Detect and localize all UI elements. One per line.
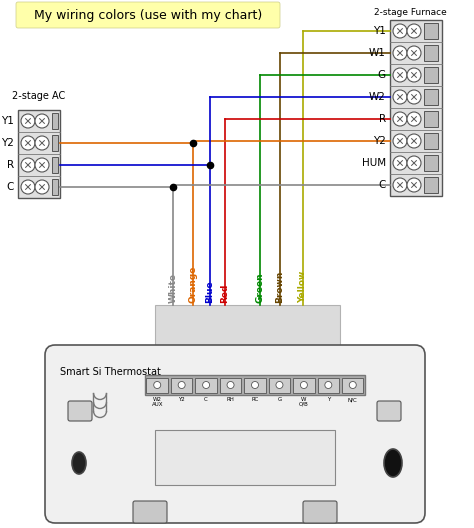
Text: Y2: Y2 bbox=[1, 138, 14, 148]
Bar bbox=[195, 378, 217, 392]
Circle shape bbox=[21, 158, 35, 172]
Bar bbox=[18, 110, 60, 198]
Circle shape bbox=[178, 382, 185, 389]
Bar bbox=[318, 378, 339, 392]
Circle shape bbox=[252, 382, 258, 389]
Bar bbox=[424, 133, 438, 149]
Circle shape bbox=[202, 382, 210, 389]
Text: Y1: Y1 bbox=[373, 26, 386, 36]
Text: W
O/B: W O/B bbox=[299, 397, 309, 407]
Text: R: R bbox=[7, 160, 14, 170]
Circle shape bbox=[393, 24, 407, 38]
Ellipse shape bbox=[72, 452, 86, 474]
Text: RC: RC bbox=[251, 397, 259, 402]
Circle shape bbox=[393, 112, 407, 126]
Text: W2: W2 bbox=[369, 92, 386, 102]
Bar bbox=[390, 20, 442, 196]
Text: White: White bbox=[168, 273, 177, 303]
Circle shape bbox=[21, 114, 35, 128]
Text: Y2: Y2 bbox=[373, 136, 386, 146]
Circle shape bbox=[407, 134, 421, 148]
Text: Y1: Y1 bbox=[1, 116, 14, 126]
Circle shape bbox=[407, 68, 421, 82]
Text: N/C: N/C bbox=[348, 397, 358, 402]
Text: Y: Y bbox=[327, 397, 330, 402]
Bar bbox=[342, 378, 364, 392]
Text: W1: W1 bbox=[369, 48, 386, 58]
Circle shape bbox=[407, 24, 421, 38]
Circle shape bbox=[393, 156, 407, 170]
Circle shape bbox=[407, 46, 421, 60]
Bar bbox=[424, 111, 438, 127]
Circle shape bbox=[393, 134, 407, 148]
Bar bbox=[155, 305, 340, 375]
Bar bbox=[146, 378, 168, 392]
Text: Smart Si Thermostat: Smart Si Thermostat bbox=[60, 367, 161, 377]
Circle shape bbox=[35, 136, 49, 150]
Text: Yellow: Yellow bbox=[299, 271, 308, 303]
Circle shape bbox=[21, 136, 35, 150]
Bar bbox=[52, 179, 58, 195]
Bar bbox=[424, 23, 438, 39]
Text: Orange: Orange bbox=[189, 266, 198, 303]
FancyBboxPatch shape bbox=[377, 401, 401, 421]
Circle shape bbox=[393, 68, 407, 82]
Text: R: R bbox=[379, 114, 386, 124]
Circle shape bbox=[349, 382, 356, 389]
Bar bbox=[52, 157, 58, 173]
Text: W2
AUX: W2 AUX bbox=[152, 397, 163, 407]
Bar bbox=[424, 45, 438, 61]
Text: Blue: Blue bbox=[206, 280, 215, 303]
Text: HUM: HUM bbox=[362, 158, 386, 168]
Circle shape bbox=[407, 156, 421, 170]
Text: My wiring colors (use with my chart): My wiring colors (use with my chart) bbox=[34, 8, 262, 22]
Circle shape bbox=[154, 382, 161, 389]
Circle shape bbox=[35, 114, 49, 128]
Text: Y2: Y2 bbox=[178, 397, 185, 402]
Circle shape bbox=[407, 90, 421, 104]
Bar bbox=[269, 378, 290, 392]
Circle shape bbox=[227, 382, 234, 389]
Circle shape bbox=[35, 180, 49, 194]
FancyBboxPatch shape bbox=[45, 345, 425, 523]
FancyBboxPatch shape bbox=[68, 401, 92, 421]
Circle shape bbox=[407, 178, 421, 192]
Circle shape bbox=[407, 112, 421, 126]
Bar bbox=[155, 430, 335, 485]
Bar bbox=[424, 177, 438, 193]
Bar bbox=[424, 67, 438, 83]
Text: Red: Red bbox=[220, 284, 229, 303]
Text: 2-stage AC: 2-stage AC bbox=[12, 91, 65, 101]
Text: C: C bbox=[7, 182, 14, 192]
FancyBboxPatch shape bbox=[16, 2, 280, 28]
Ellipse shape bbox=[384, 449, 402, 477]
Circle shape bbox=[301, 382, 307, 389]
Text: G: G bbox=[277, 397, 282, 402]
Bar bbox=[424, 155, 438, 171]
Text: Brown: Brown bbox=[275, 271, 284, 303]
Text: C: C bbox=[379, 180, 386, 190]
Circle shape bbox=[393, 46, 407, 60]
Bar bbox=[424, 89, 438, 105]
Text: RH: RH bbox=[227, 397, 235, 402]
Text: Green: Green bbox=[255, 272, 264, 303]
Bar bbox=[52, 135, 58, 151]
Circle shape bbox=[21, 180, 35, 194]
Circle shape bbox=[393, 178, 407, 192]
Bar bbox=[145, 375, 365, 395]
Circle shape bbox=[35, 158, 49, 172]
Text: 2-stage Furnace: 2-stage Furnace bbox=[374, 8, 447, 17]
FancyBboxPatch shape bbox=[303, 501, 337, 523]
Bar bbox=[244, 378, 266, 392]
Text: G: G bbox=[378, 70, 386, 80]
Bar bbox=[220, 378, 241, 392]
Circle shape bbox=[276, 382, 283, 389]
Bar bbox=[171, 378, 192, 392]
Text: C: C bbox=[204, 397, 208, 402]
FancyBboxPatch shape bbox=[133, 501, 167, 523]
Circle shape bbox=[393, 90, 407, 104]
Circle shape bbox=[325, 382, 332, 389]
Bar bbox=[52, 113, 58, 129]
Bar bbox=[293, 378, 315, 392]
